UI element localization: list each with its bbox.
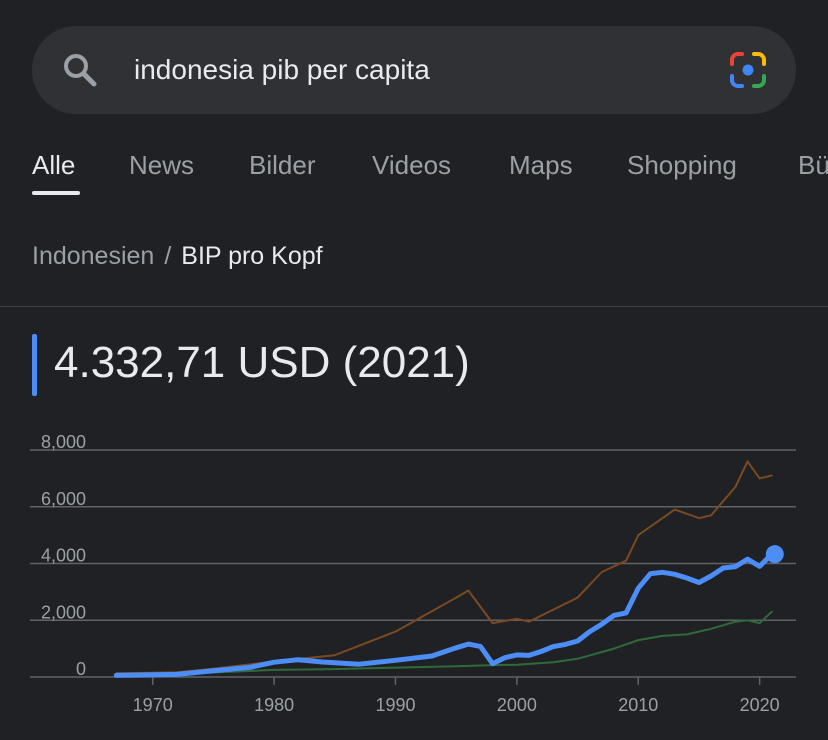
breadcrumb-separator: / bbox=[164, 242, 172, 270]
latest-value-point[interactable] bbox=[765, 545, 784, 564]
search-bar[interactable]: indonesia pib per capita bbox=[32, 26, 796, 114]
x-tick-label: 2010 bbox=[618, 695, 658, 715]
x-tick-label: 1980 bbox=[254, 695, 294, 715]
search-query[interactable]: indonesia pib per capita bbox=[134, 54, 430, 85]
breadcrumb-country[interactable]: Indonesien bbox=[32, 242, 155, 270]
breadcrumb-metric: BIP pro Kopf bbox=[181, 242, 323, 270]
x-tick-label: 1990 bbox=[375, 695, 415, 715]
x-tick-label: 2020 bbox=[740, 695, 780, 715]
y-tick-label: 4,000 bbox=[41, 546, 86, 566]
x-tick-label: 1970 bbox=[133, 695, 173, 715]
series-line-2 bbox=[113, 551, 775, 678]
gdp-per-capita-chart[interactable]: 8,000 6,000 4,000 2,000 0 1970 1980 1990 2000 20… bbox=[0, 430, 828, 740]
y-tick-label: 6,000 bbox=[41, 489, 86, 509]
search-icon[interactable] bbox=[60, 50, 100, 90]
chart-series bbox=[113, 460, 784, 678]
tab-books[interactable]: Bü bbox=[798, 150, 828, 180]
tab-all[interactable]: Alle bbox=[32, 150, 76, 180]
search-tabs: Alle News Bilder Videos Maps Shopping Bü bbox=[0, 140, 828, 196]
chart-x-ticks: 1970 1980 1990 2000 2010 2020 bbox=[133, 677, 780, 715]
y-tick-label: 2,000 bbox=[41, 602, 86, 622]
tab-shopping[interactable]: Shopping bbox=[627, 150, 737, 180]
headline-value: 4.332,71 USD (2021) bbox=[54, 338, 470, 387]
tab-videos[interactable]: Videos bbox=[372, 150, 452, 180]
tab-news[interactable]: News bbox=[129, 150, 195, 180]
divider bbox=[0, 306, 828, 307]
series-line-1 bbox=[115, 610, 773, 677]
breadcrumb: Indonesien / BIP pro Kopf bbox=[32, 242, 323, 271]
x-tick-label: 2000 bbox=[497, 695, 537, 715]
y-tick-label: 0 bbox=[76, 659, 86, 679]
google-lens-icon[interactable] bbox=[728, 50, 768, 90]
chart-grid: 8,000 6,000 4,000 2,000 0 bbox=[30, 432, 796, 679]
accent-bar bbox=[32, 334, 37, 396]
tab-maps[interactable]: Maps bbox=[509, 150, 573, 180]
tab-images[interactable]: Bilder bbox=[249, 150, 316, 180]
y-tick-label: 8,000 bbox=[41, 432, 86, 452]
active-tab-indicator bbox=[32, 191, 80, 195]
series-line-0 bbox=[115, 460, 773, 675]
